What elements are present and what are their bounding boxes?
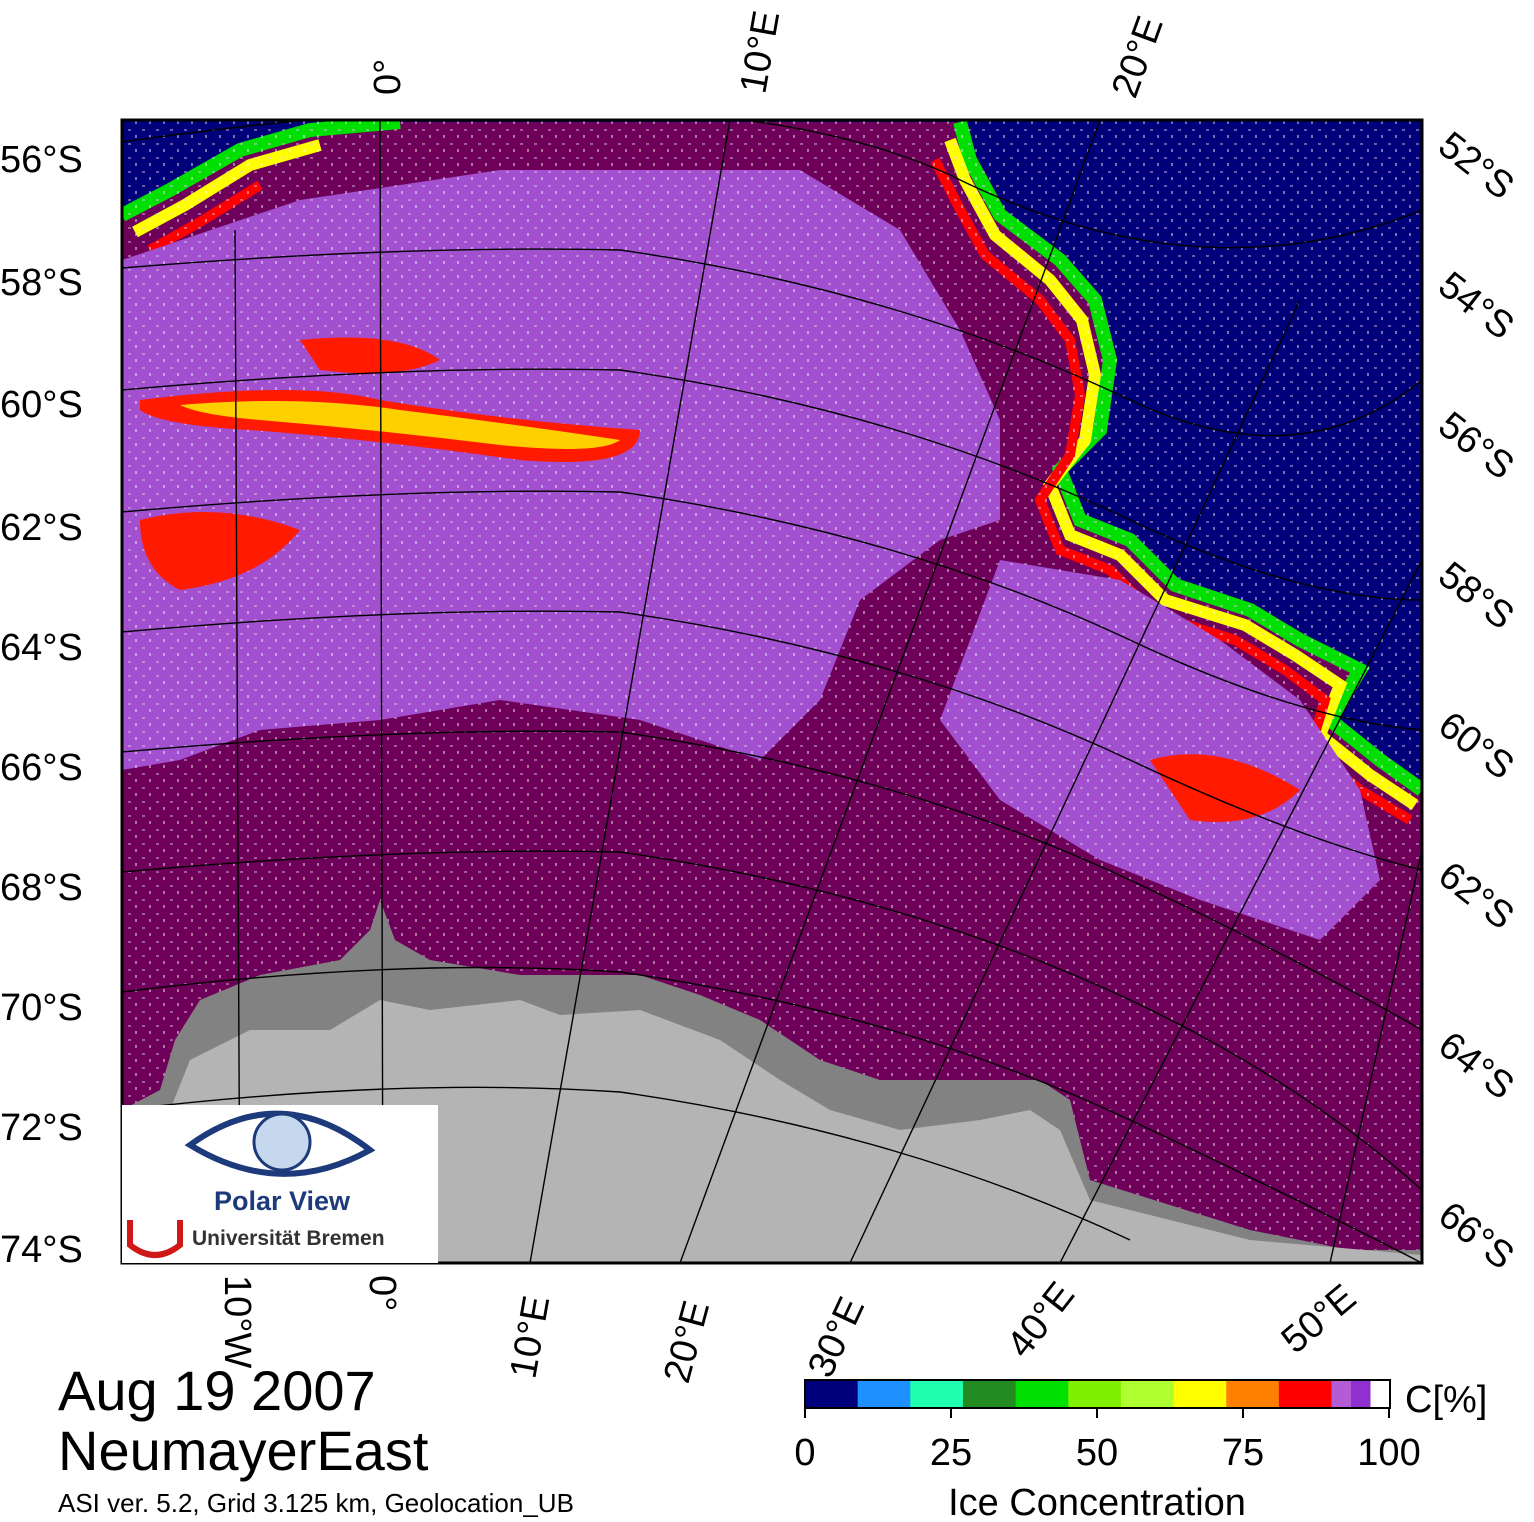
lon-label: 20°E: [656, 1296, 718, 1387]
colorbar-tick: 75: [1222, 1432, 1264, 1474]
colorbar-bin: [1331, 1380, 1352, 1408]
lat-label: 68°S: [0, 867, 83, 909]
colorbar-bin: [1068, 1380, 1122, 1408]
lat-label: 64°S: [0, 627, 83, 669]
lat-label: 58°S: [0, 262, 83, 304]
lon-label: 0°: [361, 1275, 403, 1311]
lon-label: 10°E: [733, 8, 789, 97]
lat-label: 56°S: [1430, 404, 1521, 488]
lat-label: 56°S: [0, 139, 83, 181]
lat-label: 74°S: [0, 1229, 83, 1271]
top-longitude-labels: 0° 10°E 20°E: [367, 8, 1172, 103]
colorbar-bin: [962, 1380, 1017, 1408]
polar-view-logo: Polar View Universität Bremen: [122, 1105, 438, 1263]
colorbar-unit: C[%]: [1405, 1379, 1487, 1421]
colorbar-bin: [1370, 1380, 1391, 1408]
colorbar-bin: [1015, 1380, 1069, 1408]
colorbar-tick: 0: [794, 1432, 815, 1474]
map-panel: [122, 120, 1422, 1263]
land-ice: [122, 1000, 1422, 1263]
lon-label: 50°E: [1274, 1276, 1364, 1361]
colorbar-tick: 50: [1076, 1432, 1118, 1474]
footnote: ASI ver. 5.2, Grid 3.125 km, Geolocation…: [58, 1488, 574, 1518]
lon-label: 10°W: [216, 1275, 258, 1368]
lat-label: 54°S: [1430, 264, 1521, 348]
lon-label: 30°E: [800, 1291, 873, 1384]
colorbar-tick: 25: [930, 1432, 972, 1474]
colorbar-title: Ice Concentration: [948, 1482, 1246, 1522]
colorbar-bin: [1278, 1380, 1332, 1408]
region-label: NeumayerEast: [58, 1419, 429, 1482]
graticule: [122, 120, 1422, 1263]
bremen-u-icon: [127, 1220, 183, 1258]
colorbar-bin: [1120, 1380, 1175, 1408]
logo-title: Polar View: [214, 1186, 351, 1216]
lat-label: 58°S: [1430, 554, 1521, 638]
logo-org: Universität Bremen: [192, 1227, 385, 1250]
colorbar-bins: [805, 1380, 1391, 1408]
lon-label: 0°: [367, 59, 409, 95]
eye-icon: [184, 1110, 376, 1177]
colorbar-bin: [1226, 1380, 1280, 1408]
left-latitude-labels: 56°S 58°S 60°S 62°S 64°S 66°S 68°S 70°S …: [0, 139, 83, 1271]
colorbar-bin: [1351, 1380, 1371, 1408]
colorbar-bin: [805, 1380, 859, 1408]
lat-label: 52°S: [1430, 124, 1521, 208]
lat-label: 62°S: [1430, 854, 1521, 938]
lat-label: 70°S: [0, 987, 83, 1029]
bottom-longitude-labels: 10°W 0° 10°E 20°E 30°E 40°E 50°E: [216, 1274, 1364, 1387]
colorbar-bin: [910, 1380, 964, 1408]
lat-label: 62°S: [0, 507, 83, 549]
lon-label: 20°E: [1104, 11, 1172, 103]
colorbar: C[%] 0 25 50 75 100 Ice Concentration: [794, 1379, 1487, 1522]
colorbar-bin: [1173, 1380, 1227, 1408]
colorbar-bin: [857, 1380, 911, 1408]
lat-label: 60°S: [0, 384, 83, 426]
lon-label: 10°E: [503, 1293, 559, 1382]
lat-label: 60°S: [1430, 704, 1521, 788]
lon-label: 40°E: [999, 1274, 1083, 1365]
colorbar-tick: 100: [1357, 1432, 1420, 1474]
lat-label: 66°S: [1430, 1194, 1521, 1278]
right-latitude-labels: 52°S 54°S 56°S 58°S 60°S 62°S 64°S 66°S: [1430, 124, 1521, 1278]
map-frame: [120, 118, 1424, 1265]
lat-label: 72°S: [0, 1107, 83, 1149]
lat-label: 64°S: [1430, 1024, 1521, 1108]
lat-label: 66°S: [0, 747, 83, 789]
date-label: Aug 19 2007: [58, 1359, 376, 1422]
